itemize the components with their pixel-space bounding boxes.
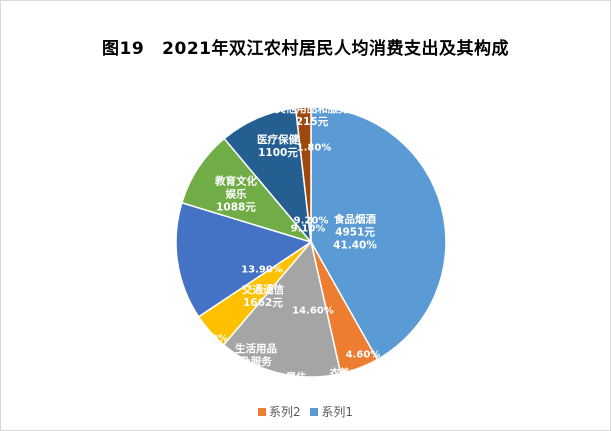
legend-item-series1: 系列1: [310, 403, 353, 420]
pie-slice-7: [294, 106, 312, 243]
legend-swatch-series2: [257, 408, 266, 416]
label-food-percent: 41.40%: [333, 239, 377, 252]
legend: 系列2 系列1: [0, 403, 611, 420]
percent-transport: 13.90%: [241, 264, 283, 276]
pie-slice-5: [180, 137, 314, 244]
percent-medical: 9.20%: [293, 215, 329, 227]
pie-slice-0: [310, 106, 447, 361]
percent-household: 40%: [204, 333, 228, 345]
pie-slice-2: [222, 240, 342, 378]
label-education-value: 1088元: [216, 201, 256, 214]
label-housing: 居住: [286, 372, 306, 384]
pie-slice-4: [175, 201, 313, 318]
label-other-value: 215元: [295, 116, 329, 128]
label-other-name: 其他用品和服务: [275, 103, 349, 115]
chart-title: 图19 2021年双江农村居民人均消费支出及其构成: [0, 34, 611, 59]
legend-label-series1: 系列1: [321, 405, 354, 419]
legend-swatch-series1: [310, 408, 319, 416]
figure-number: 图19: [102, 39, 145, 59]
legend-item-series2: 系列2: [257, 403, 301, 420]
label-clothing: 衣着550: [329, 368, 371, 380]
label-medical-value: 1100元: [258, 147, 298, 159]
label-medical: 医疗保健 1100元: [257, 134, 299, 160]
percent-clothing: 4.60%: [345, 349, 381, 361]
label-transport-name: 交通通信: [242, 284, 284, 296]
label-transport: 交通通信 1662元: [242, 284, 284, 310]
label-food: 食品烟酒 4951元 41.40%: [333, 214, 377, 253]
label-education-line1: 教育文化: [215, 175, 257, 188]
label-household-line1: 生活用品: [235, 343, 277, 355]
label-education: 教育文化 娱乐 1088元: [215, 176, 257, 215]
label-education-line2: 娱乐: [225, 188, 247, 201]
label-household: 生活用品 及服务: [235, 343, 277, 369]
legend-label-series2: 系列2: [268, 405, 301, 419]
label-transport-value: 1662元: [243, 297, 283, 309]
label-household-line2: 及服务: [240, 356, 272, 368]
title-text: 2021年双江农村居民人均消费支出及其构成: [162, 39, 509, 59]
pie-slice-6: [223, 107, 313, 245]
label-other: 其他用品和服务 215元: [275, 103, 349, 129]
percent-education: 9.10%: [290, 223, 326, 235]
label-food-value: 4951元: [335, 226, 375, 239]
label-food-name: 食品烟酒: [333, 213, 376, 226]
percent-housing: 14.60%: [292, 305, 334, 317]
percent-other: 1.80%: [296, 142, 332, 154]
label-medical-name: 医疗保健: [257, 134, 299, 146]
